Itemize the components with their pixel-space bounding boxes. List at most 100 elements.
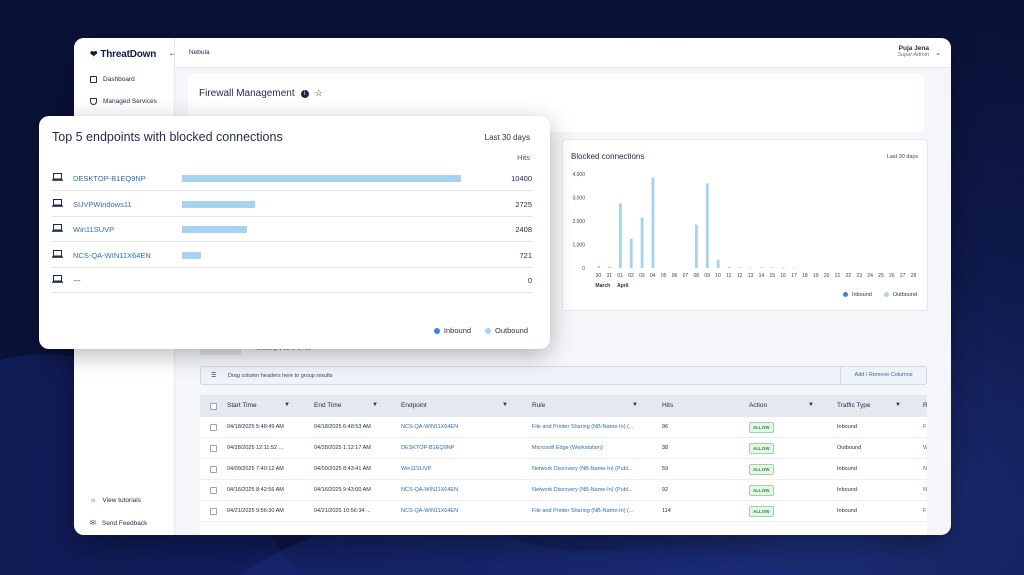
column-end-time[interactable]: End Time xyxy=(314,402,342,409)
column-action[interactable]: Action xyxy=(749,402,768,409)
x-tick-label: 22 xyxy=(846,273,852,279)
row-checkbox[interactable] xyxy=(210,508,217,515)
column-hits[interactable]: Hits xyxy=(662,402,674,409)
star-icon[interactable]: ☆ xyxy=(314,88,323,98)
chart-bar-outbound xyxy=(705,183,709,268)
cell-rule[interactable]: Network Discovery (NB-Name-In) (Publ... xyxy=(532,487,633,493)
filter-icon[interactable]: ▼ xyxy=(502,402,508,408)
x-tick-label: 30 xyxy=(596,273,602,279)
x-tick-label: 17 xyxy=(791,273,797,279)
cell-hits: 59 xyxy=(662,466,669,472)
legend-dot-outbound xyxy=(883,292,889,298)
sidebar-item-dashboard[interactable]: Dashboard xyxy=(90,76,135,83)
row-checkbox[interactable] xyxy=(210,487,217,494)
cell-r[interactable]: F xyxy=(923,424,927,430)
chart-range: Last 30 days xyxy=(886,154,918,160)
cell-r[interactable]: W xyxy=(923,445,927,451)
collapse-sidebar-icon[interactable]: ← xyxy=(168,48,178,59)
sidebar-item-managed-services[interactable]: Managed Services xyxy=(90,98,157,105)
table-row[interactable]: 04/16/2025 8:42:56 AM 04/16/2025 9:43:00 … xyxy=(200,480,927,501)
endpoint-name[interactable]: NCS-QA-WIN11X64EN xyxy=(73,250,151,260)
chart-bar-outbound xyxy=(781,267,785,268)
group-drop-zone[interactable]: ☰ Drag column headers here to group resu… xyxy=(200,366,927,385)
chevron-down-icon[interactable]: ⌄ xyxy=(935,50,941,57)
table-row[interactable]: 04/09/2025 7:40:12 AM 04/09/2025 8:43:41 … xyxy=(200,459,927,480)
endpoint-hits: 0 xyxy=(527,276,532,285)
breadcrumb[interactable]: Nebula xyxy=(189,49,210,56)
brand-name: ThreatDown xyxy=(100,49,157,60)
add-remove-columns-button[interactable]: Add / Remove Columns xyxy=(840,367,926,384)
filter-icon[interactable]: ▼ xyxy=(632,402,638,408)
x-tick-label: 11 xyxy=(726,273,731,279)
actions-button[interactable] xyxy=(200,344,241,355)
cell-rule[interactable]: Microsoft Edge (Workstation) xyxy=(532,445,603,451)
x-tick-label: 16 xyxy=(780,273,786,279)
cell-hits: 114 xyxy=(662,508,671,514)
cell-endpoint[interactable]: NCS-QA-WIN11X64EN xyxy=(401,487,459,493)
filter-icon[interactable]: ▼ xyxy=(895,402,901,408)
endpoint-row: NCS-QA-WIN11X64EN 721 xyxy=(52,243,533,268)
endpoint-hits: 721 xyxy=(519,250,532,260)
legend-label: Outbound xyxy=(892,292,917,298)
row-checkbox[interactable] xyxy=(210,466,217,473)
row-checkbox[interactable] xyxy=(210,424,217,431)
cell-end-time: 04/28/2025 1:12:17 AM xyxy=(314,445,371,451)
legend-outbound[interactable]: Outbound xyxy=(485,326,528,335)
column-rule[interactable]: Rule xyxy=(532,402,546,409)
chart-bar-outbound xyxy=(597,266,601,268)
sidebar-item-label: View tutorials xyxy=(102,497,141,504)
hits-column-label: Hits xyxy=(517,153,530,162)
info-icon[interactable]: i xyxy=(300,89,309,98)
user-menu[interactable]: Puja Jena Super Admin xyxy=(897,45,929,58)
legend-inbound[interactable]: Inbound xyxy=(433,326,471,335)
cell-endpoint[interactable]: NCS-QA-WIN11X64EN xyxy=(401,508,459,514)
x-tick-label: 04 xyxy=(650,273,656,279)
x-month-label: April xyxy=(617,283,629,289)
cell-start-time: 04/21/2025 9:56:30 AM xyxy=(227,508,284,514)
lightbulb-icon: ☼ xyxy=(90,497,97,504)
filter-icon[interactable]: ▼ xyxy=(372,402,378,408)
brand-logo[interactable]: ❤ ThreatDown xyxy=(90,49,156,60)
endpoint-hits-bar xyxy=(182,226,247,233)
column-endpoint[interactable]: Endpoint xyxy=(401,402,427,409)
row-checkbox[interactable] xyxy=(210,445,217,452)
endpoint-hits: 10400 xyxy=(511,174,532,183)
filter-icon[interactable]: ▼ xyxy=(808,402,814,408)
cell-r[interactable]: F xyxy=(923,508,927,514)
x-tick-label: 13 xyxy=(748,273,754,279)
sidebar-item-send-feedback[interactable]: ✉ Send Feedback xyxy=(90,519,147,528)
cell-endpoint[interactable]: NCS-QA-WIN11X64EN xyxy=(401,424,459,430)
chart-icon xyxy=(90,76,97,83)
x-tick-label: 10 xyxy=(715,273,721,279)
action-badge: ALLOW xyxy=(749,422,774,433)
cell-r[interactable]: N xyxy=(923,487,927,493)
y-tick-label: 3,000 xyxy=(572,196,585,202)
column-r[interactable]: R xyxy=(923,402,927,409)
cell-rule[interactable]: File and Printer Sharing (NB-Name-In) (.… xyxy=(532,508,634,514)
cell-r[interactable]: N xyxy=(923,466,927,472)
select-all-checkbox[interactable] xyxy=(210,403,217,410)
cell-rule[interactable]: File and Printer Sharing (NB-Name-In) (.… xyxy=(532,424,634,430)
legend-inbound[interactable]: Inbound xyxy=(842,292,872,298)
cell-endpoint[interactable]: Win11SUVP xyxy=(401,466,432,472)
action-badge: ALLOW xyxy=(749,464,774,475)
laptop-icon xyxy=(52,173,63,181)
endpoint-name[interactable]: DESKTOP-B1EQ9NP xyxy=(73,174,146,183)
cell-endpoint[interactable]: DESKTOP-B1EQ9NP xyxy=(401,445,455,451)
sidebar-item-view-tutorials[interactable]: ☼ View tutorials xyxy=(90,497,141,504)
table-row[interactable]: 04/21/2025 9:56:30 AM 04/21/2025 10:56:34… xyxy=(200,501,927,522)
x-tick-label: 25 xyxy=(878,273,884,279)
page-title: Firewall Management i ☆ xyxy=(199,88,323,99)
cell-end-time: 04/09/2025 8:43:41 AM xyxy=(314,466,371,472)
sidebar-item-label: Dashboard xyxy=(103,76,135,83)
endpoint-name[interactable]: SUVPWindows11 xyxy=(73,199,132,209)
cell-rule[interactable]: Network Discovery (NB-Name-In) (Publ... xyxy=(532,466,633,472)
column-start-time[interactable]: Start Time xyxy=(227,402,257,409)
table-row[interactable]: 04/18/2025 5:48:49 AM 04/18/2025 6:48:53 … xyxy=(200,417,927,438)
column-traffic-type[interactable]: Traffic Type xyxy=(837,402,871,409)
endpoint-name[interactable]: Win11SUVP xyxy=(73,225,115,234)
x-tick-label: 20 xyxy=(824,273,830,279)
table-row[interactable]: 04/28/2025 12:11:52 ... 04/28/2025 1:12:1… xyxy=(200,438,927,459)
filter-icon[interactable]: ▼ xyxy=(284,402,290,408)
legend-outbound[interactable]: Outbound xyxy=(883,292,917,298)
